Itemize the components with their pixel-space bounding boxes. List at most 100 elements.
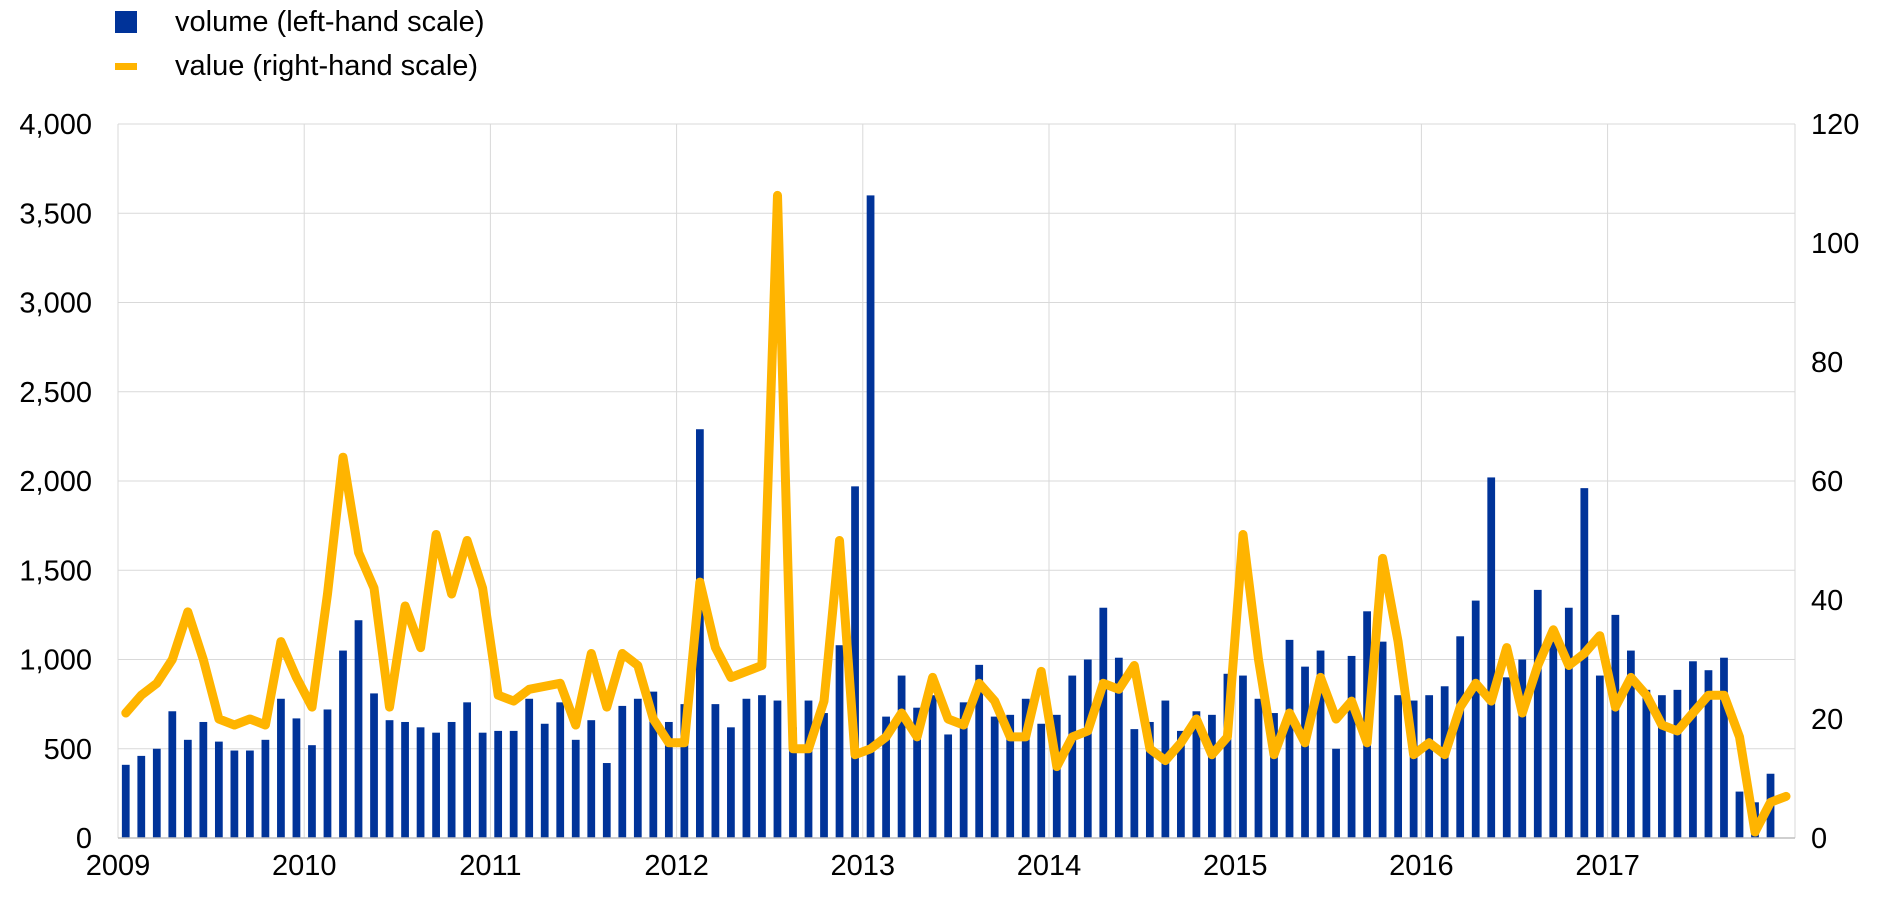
legend-entry-volume: volume (left-hand scale) [115, 0, 484, 44]
volume-bar [261, 739, 270, 838]
volume-bar [1114, 657, 1123, 838]
volume-bar [1549, 641, 1558, 838]
volume-bar [401, 721, 409, 838]
volume-bar [525, 698, 534, 838]
volume-bar [1223, 673, 1232, 838]
volume-bar [463, 702, 472, 838]
volume-bar [1068, 675, 1077, 838]
volume-bar [509, 730, 518, 838]
legend-label-volume: volume (left-hand scale) [175, 5, 485, 38]
volume-bar [339, 650, 347, 838]
volume-bar [1285, 639, 1294, 838]
volume-bar [308, 745, 316, 838]
volume-bar [1611, 614, 1620, 838]
left-axis-tick-label: 3,000 [19, 288, 92, 320]
volume-bar [1580, 488, 1589, 838]
volume-bar [1487, 477, 1496, 838]
x-axis-year-label: 2015 [1203, 850, 1268, 882]
volume-bar [1518, 659, 1527, 838]
volume-bar [292, 718, 301, 838]
x-axis-year-label: 2011 [459, 850, 521, 882]
volume-bar [121, 764, 130, 838]
volume-bar [758, 695, 766, 838]
left-axis-tick-label: 500 [44, 734, 92, 766]
volume-bar [447, 721, 456, 838]
x-axis-year-label: 2010 [272, 850, 337, 882]
volume-bar [649, 691, 658, 838]
volume-bar [851, 486, 859, 838]
volume-bar [556, 702, 565, 838]
volume-bar [913, 707, 921, 838]
x-axis-year-label: 2014 [1017, 850, 1082, 882]
left-axis-tick-label: 4,000 [19, 109, 92, 141]
x-axis-year-label: 2013 [831, 850, 896, 882]
volume-bars [121, 195, 1775, 838]
volume-bar [230, 750, 239, 838]
volume-bar [1177, 730, 1185, 838]
right-axis-tick-label: 100 [1811, 228, 1859, 260]
volume-bar [944, 734, 953, 838]
left-axis-tick-label: 1,000 [19, 645, 92, 677]
right-axis-tick-label: 0 [1811, 823, 1827, 855]
volume-bar [727, 727, 735, 838]
left-axis-tick-label: 1,500 [19, 555, 92, 587]
volume-bar [742, 698, 751, 838]
volume-bar [1533, 589, 1542, 838]
volume-bar [1564, 607, 1573, 838]
volume-bar [1161, 700, 1170, 838]
volume-bar [1099, 607, 1108, 838]
volume-bar [1270, 713, 1278, 838]
volume-bar [602, 763, 611, 838]
right-axis-tick-label: 60 [1811, 466, 1843, 498]
volume-bar [1471, 600, 1480, 838]
volume-bar [571, 739, 580, 838]
volume-bar [618, 705, 627, 838]
volume-bar [664, 721, 673, 838]
volume-bar [897, 675, 906, 838]
right-axis-tick-label: 40 [1811, 585, 1843, 617]
volume-bar [789, 727, 797, 838]
x-axis-year-label: 2009 [86, 850, 151, 882]
volume-bar [1021, 698, 1030, 838]
legend-entry-value: value (right-hand scale) [115, 44, 484, 88]
volume-bar [1720, 657, 1728, 838]
volume-bar [1347, 655, 1356, 838]
volume-bar [137, 755, 146, 838]
volume-bar [1301, 666, 1309, 838]
legend-swatch-volume [115, 11, 137, 33]
volume-bar [882, 716, 890, 838]
volume-bar [1208, 714, 1216, 838]
volume-bar [928, 695, 937, 838]
volume-bar [1673, 689, 1682, 838]
volume-bar [1440, 686, 1449, 838]
volume-bar [168, 711, 177, 838]
volume-bar [354, 620, 363, 838]
right-axis-tick-label: 80 [1811, 347, 1843, 379]
volume-bar [820, 713, 828, 838]
volume-bar [1626, 650, 1635, 838]
volume-bar [1052, 714, 1061, 838]
legend-swatch-value [115, 62, 137, 70]
legend-label-value: value (right-hand scale) [175, 49, 479, 82]
volume-bar [835, 645, 844, 838]
left-axis-tick-label: 2,000 [19, 466, 92, 498]
volume-bar [866, 195, 875, 838]
right-axis-tick-label: 20 [1811, 704, 1843, 736]
volume-bar [183, 739, 192, 838]
left-axis-tick-label: 0 [76, 823, 92, 855]
volume-bar [152, 748, 161, 838]
x-axis-year-label: 2017 [1575, 850, 1640, 882]
volume-bar [246, 750, 254, 838]
volume-bar [773, 700, 782, 838]
volume-bar [1409, 700, 1418, 838]
chart-legend: volume (left-hand scale) value (right-ha… [115, 0, 484, 88]
left-axis-tick-label: 2,500 [19, 377, 92, 409]
volume-bar [385, 720, 394, 838]
volume-bar [1456, 636, 1465, 838]
volume-bar [370, 693, 378, 838]
volume-bar [990, 716, 999, 838]
volume-bar [1378, 641, 1387, 838]
volume-bar [214, 741, 223, 838]
volume-bar [277, 698, 285, 838]
